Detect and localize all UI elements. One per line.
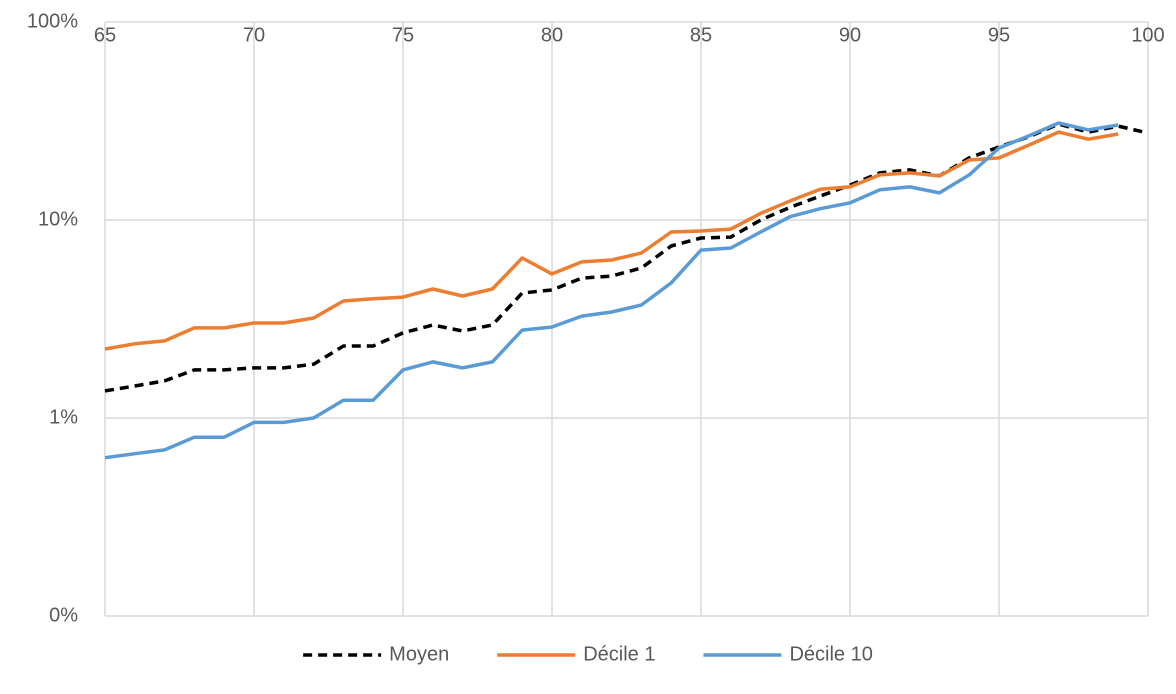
legend-label: Décile 10 [789, 643, 872, 665]
y-tick-label: 0% [49, 604, 78, 626]
x-tick-label: 70 [243, 24, 265, 46]
series-line [104, 130, 1119, 351]
x-tick-label: 65 [94, 24, 116, 46]
series-line [104, 121, 1119, 460]
y-tick-label: 100% [27, 10, 78, 32]
y-tick-label: 10% [38, 208, 78, 230]
y-tick-label: 1% [49, 406, 78, 428]
x-tick-label: 100 [1131, 24, 1164, 46]
legend-label: Moyen [389, 643, 449, 665]
x-tick-label: 95 [988, 24, 1010, 46]
x-tick-label: 75 [392, 24, 414, 46]
x-tick-label: 90 [839, 24, 861, 46]
legend-label: Décile 1 [583, 643, 655, 665]
x-tick-label: 80 [541, 24, 563, 46]
x-tick-label: 85 [690, 24, 712, 46]
